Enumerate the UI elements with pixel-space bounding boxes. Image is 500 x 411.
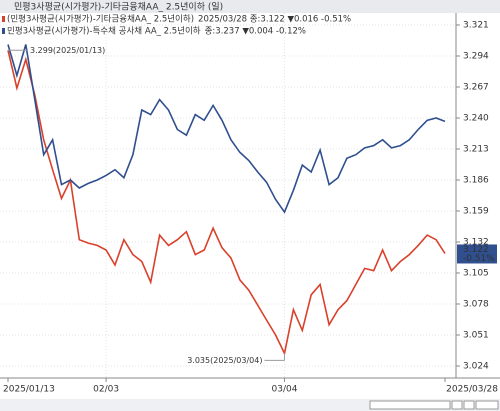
current-value: 3.122 xyxy=(463,245,489,255)
x-tick-label: 2025/03/28 xyxy=(446,385,498,395)
legend-entry: (민평3사평균(시가평가)-기타금융채AA_ 2.5년이하) xyxy=(7,14,194,25)
x-tick-label: 03/04 xyxy=(272,385,298,395)
legend-swatch xyxy=(2,28,5,34)
legend-entry: 민평3사평균(시가평가)-특수채 공사채 AA_ 2.5년이하 xyxy=(7,26,201,37)
y-tick-label: 3.078 xyxy=(463,300,489,310)
legend-info: 2025/03/28 종:3.122 ▼0.016 -0.51% xyxy=(198,15,351,25)
chart-title: 민평3사평균(시가평가)-기타금융채AA_ 2.5년이하 (일) xyxy=(14,2,223,13)
y-tick-label: 3.051 xyxy=(463,331,489,341)
y-tick-label: 3.105 xyxy=(463,269,489,279)
series-line xyxy=(7,44,446,214)
max-button[interactable] xyxy=(475,400,499,410)
x-tick-label: 2025/01/13 xyxy=(3,385,55,395)
y-tick-label: 3.294 xyxy=(463,52,489,62)
annotation: 3.299(2025/01/13) xyxy=(30,46,105,55)
y-tick-label: 3.213 xyxy=(463,145,489,155)
y-tick-label: 3.159 xyxy=(463,207,489,217)
y-tick-label: 3.186 xyxy=(463,176,489,186)
zoom-out-button[interactable] xyxy=(451,400,463,410)
y-tick-label: 3.132 xyxy=(463,238,489,248)
legend-info: 종:3.237 ▼0.004 -0.12% xyxy=(205,27,306,37)
y-tick-label: 3.240 xyxy=(463,114,489,124)
series-line xyxy=(7,50,446,356)
annotation: 3.035(2025/03/04) xyxy=(187,356,262,365)
current-change: -0.51% xyxy=(463,254,495,264)
title-bar xyxy=(0,0,500,13)
y-axis-panel xyxy=(456,13,500,380)
legend-swatch xyxy=(2,16,5,22)
y-tick-label: 3.267 xyxy=(463,83,489,93)
x-tick-label: 02/03 xyxy=(93,385,119,395)
y-tick-label: 3.024 xyxy=(463,362,489,372)
scroll-track[interactable] xyxy=(369,400,451,410)
current-value-box xyxy=(457,244,497,264)
y-tick-label: 3.321 xyxy=(463,21,489,31)
zoom-in-button[interactable] xyxy=(463,400,475,410)
